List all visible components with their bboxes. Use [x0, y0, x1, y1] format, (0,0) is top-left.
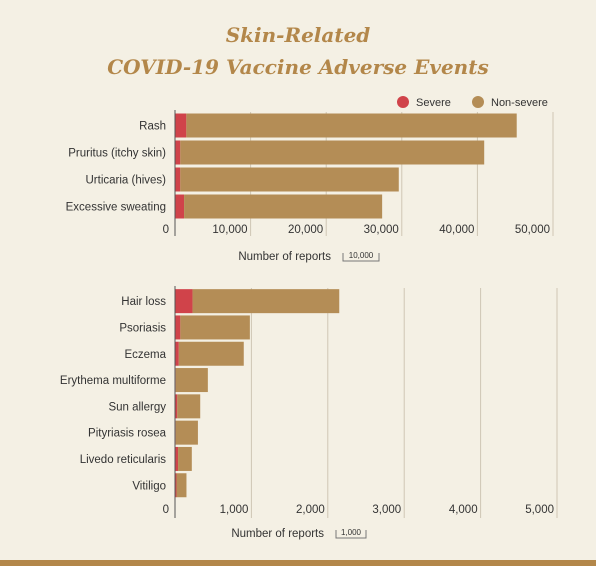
scale-label: 10,000 [349, 251, 374, 260]
bottom-rule [0, 560, 596, 566]
bar-non-severe [192, 289, 340, 314]
bar-severe [175, 315, 181, 340]
bar-severe [175, 140, 181, 165]
x-tick-label: 0 [163, 224, 169, 236]
category-label: Sun allergy [108, 401, 166, 413]
bar-severe [175, 394, 178, 419]
panel-top: Rash Pruritus (itchy skin) Urticaria (hive… [66, 110, 554, 263]
bar-non-severe [175, 420, 198, 445]
category-label: Erythema multiforme [60, 375, 166, 387]
scale-label: 1,000 [341, 528, 362, 537]
category-label: Excessive sweating [66, 202, 166, 214]
x-tick-label: 1,000 [220, 504, 249, 516]
bar-severe [175, 194, 185, 219]
x-axis-label: Number of reports [231, 528, 324, 540]
bar-non-severe [180, 140, 485, 165]
bar-severe [175, 446, 179, 471]
bar-severe [175, 341, 179, 366]
category-label: Pityriasis rosea [88, 428, 167, 440]
legend-swatch-severe [397, 96, 409, 108]
category-label: Psoriasis [119, 322, 166, 334]
category-label: Hair loss [121, 296, 166, 308]
x-tick-label: 2,000 [296, 504, 325, 516]
legend-label-non-severe: Non-severe [491, 97, 548, 109]
category-label: Rash [139, 121, 166, 133]
bar-non-severe [186, 113, 517, 138]
category-label: Pruritus (itchy skin) [68, 148, 166, 160]
x-tick-label: 30,000 [364, 224, 399, 236]
bar-severe [175, 289, 193, 314]
bar-non-severe [184, 194, 383, 219]
category-label: Livedo reticularis [80, 454, 167, 466]
category-label: Eczema [124, 349, 166, 361]
chart-title-line-1: Skin-Related [225, 23, 371, 47]
bar-non-severe [176, 473, 187, 498]
x-tick-label: 5,000 [525, 504, 554, 516]
x-tick-label: 3,000 [372, 504, 401, 516]
bar-non-severe [180, 167, 399, 192]
bar-non-severe [177, 394, 201, 419]
bar-non-severe [178, 446, 192, 471]
bar-severe [175, 113, 187, 138]
bar-severe [175, 167, 181, 192]
bar-non-severe [180, 315, 250, 340]
legend-swatch-non-severe [472, 96, 484, 108]
bar-non-severe [178, 341, 244, 366]
category-label: Urticaria (hives) [85, 175, 166, 187]
x-tick-label: 50,000 [515, 224, 550, 236]
x-tick-label: 0 [163, 504, 169, 516]
x-tick-label: 10,000 [212, 224, 247, 236]
bar-non-severe [175, 368, 208, 393]
legend: Severe Non-severe [397, 96, 548, 109]
x-tick-label: 40,000 [439, 224, 474, 236]
category-label: Vitiligo [132, 480, 166, 492]
x-tick-label: 20,000 [288, 224, 323, 236]
x-tick-label: 4,000 [449, 504, 478, 516]
scale-bracket [335, 530, 367, 539]
panel-bottom: Hair loss Psoriasis Eczema Erythema multifo… [60, 286, 558, 540]
legend-label-severe: Severe [416, 97, 451, 109]
bar-severe [175, 473, 177, 498]
x-axis-label: Number of reports [238, 251, 331, 263]
chart-title-line-2: COVID-19 Vaccine Adverse Events [107, 55, 489, 79]
scale-bracket [342, 253, 380, 262]
